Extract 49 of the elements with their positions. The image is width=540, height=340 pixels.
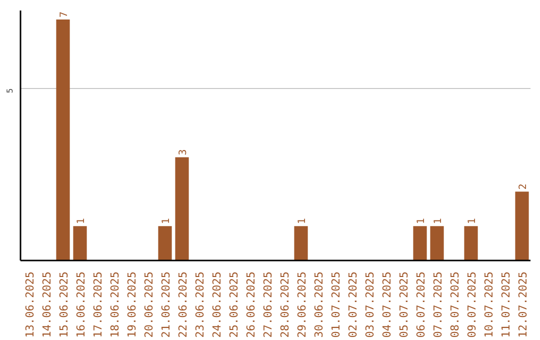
y-tick-label: 5 [6,88,14,94]
x-tick-label: 22.06.2025 [176,271,190,338]
x-tick-label: 10.07.2025 [482,271,496,338]
data-label: 1 [416,218,427,224]
x-tick-label: 29.06.2025 [296,271,308,338]
x-tick-label: 27.06.2025 [262,271,274,338]
x-tick-label: 18.06.2025 [108,271,122,338]
data-label: 1 [76,218,87,224]
x-tick-label: 20.06.2025 [142,271,156,338]
x-tick-label: 21.06.2025 [160,271,172,338]
x-tick-label: 08.07.2025 [448,271,462,338]
data-label: 1 [433,218,444,224]
bar [158,226,172,260]
x-tick-label: 26.06.2025 [244,271,258,338]
x-tick-label: 05.07.2025 [398,271,410,338]
data-label: 7 [59,11,70,18]
bar [73,226,87,260]
x-tick-label: 24.06.2025 [210,271,224,338]
bar [175,157,189,260]
data-label: 3 [178,149,189,156]
x-tick-label: 04.07.2025 [380,271,394,338]
data-label: 1 [161,218,172,224]
x-tick-label: 23.06.2025 [194,271,206,338]
x-tick-label: 09.07.2025 [466,271,478,338]
x-tick-label: 03.07.2025 [364,271,376,338]
data-label: 2 [518,184,529,190]
bar [430,226,444,260]
x-tick-label: 16.06.2025 [74,271,88,338]
x-tick-label: 19.06.2025 [126,271,138,338]
bar [294,226,308,260]
x-tick-label: 17.06.2025 [92,271,104,338]
x-tick-label: 02.07.2025 [346,271,360,338]
x-tick-label: 30.06.2025 [312,271,326,338]
x-tick-label: 14.06.2025 [40,271,54,338]
bar [464,226,478,260]
x-tick-label: 15.06.2025 [58,271,70,338]
x-tick-label: 12.07.2025 [516,271,530,338]
x-tick-label: 06.07.2025 [414,271,428,338]
data-label: 1 [467,218,478,224]
x-tick-label: 13.06.2025 [24,271,36,338]
bar [56,19,70,260]
bar [413,226,427,260]
bar [515,192,529,260]
x-tick-label: 01.07.2025 [330,271,342,338]
x-tick-label: 07.07.2025 [432,271,444,338]
x-tick-label: 11.07.2025 [500,271,512,338]
x-tick-label: 28.06.2025 [278,271,292,338]
data-label: 1 [297,218,308,224]
x-tick-label: 25.06.2025 [228,271,240,338]
